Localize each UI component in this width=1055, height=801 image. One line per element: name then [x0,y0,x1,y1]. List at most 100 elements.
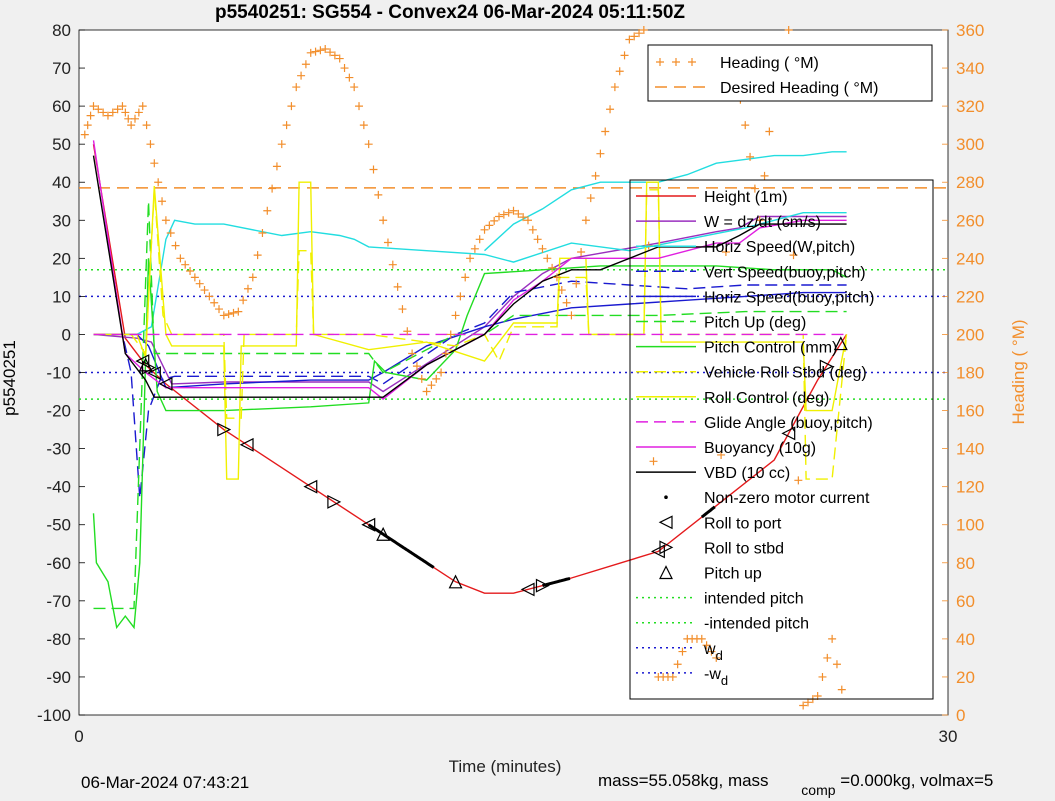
heading-point [519,213,528,222]
heading-point [746,152,755,161]
heading-point [673,660,682,669]
heading-point [403,327,412,336]
heading-point [408,349,417,358]
heading-point [398,305,407,314]
y2-tick-label: 260 [956,211,984,230]
heading-point [355,102,364,111]
heading-point [803,698,812,707]
y2-tick-label: 160 [956,402,984,421]
legend-label-subscript: d [716,648,723,663]
series-w-dz-dt-cm-s [93,215,847,393]
roll-marker [146,366,161,381]
legend-label: Pitch up [704,566,762,583]
heading-point [181,260,190,269]
pitch-up-marker [138,357,153,372]
heading-point [789,251,798,260]
heading-point [784,26,793,34]
heading-point [113,105,122,114]
heading-point [258,228,267,237]
heading-point [615,67,624,76]
heading-point [630,32,639,41]
heading-point [412,362,421,371]
heading-point [195,279,204,288]
heading-point [480,225,489,234]
y-tick-label: -30 [46,440,71,459]
heading-layer [80,26,846,710]
y2-tick-label: 240 [956,249,984,268]
heading-point [138,102,147,111]
legend-label: Horiz Speed(buoy,pitch) [704,289,874,306]
y-tick-label: -20 [46,402,71,421]
y-tick-label: 50 [52,135,71,154]
roll-marker [819,359,834,374]
heading-point [301,60,310,69]
heading-point [456,292,465,301]
heading-point [552,273,561,282]
heading-point [142,121,151,130]
heading-point [721,247,730,256]
heading-point [649,457,658,466]
heading-point [248,273,257,282]
heading-point [121,108,130,117]
legend-label: Buoyancy (10g) [704,440,816,457]
heading-point [794,476,803,485]
heading-point [103,111,112,120]
legend-label: intended pitch [704,591,804,608]
heading-point [586,194,595,203]
legend-swatch [658,515,673,530]
heading-point [823,653,832,662]
y-tick-label: -40 [46,478,71,497]
heading-point [393,282,402,291]
legend-label: VBD (10 cc) [704,465,790,482]
motor-current-trace [367,523,435,569]
heading-point [591,171,600,180]
heading-point [625,35,634,44]
heading-point [171,241,180,250]
y-tick-label: -70 [46,592,71,611]
heading-point [475,235,484,244]
legend-top-label: Heading ( °M) [720,55,819,72]
heading-point [321,45,330,54]
y2-tick-label: 40 [956,630,975,649]
legend-top-swatch [656,58,664,66]
legend-label: W = dz/dt (cm/s) [704,214,821,231]
y2-tick-label: 140 [956,440,984,459]
y2-tick-label: 0 [956,706,965,725]
legend-top-swatch [672,58,680,66]
heading-point [470,244,479,253]
pitch-up-marker [448,574,463,589]
roll-marker [327,494,342,509]
y-tick-label: 0 [62,325,71,344]
heading-point [306,48,315,57]
pitch-up-marker [833,336,848,351]
heading-point [224,310,233,319]
heading-point [166,228,175,237]
heading-point [678,647,687,656]
y2-tick-label: 60 [956,592,975,611]
heading-point [427,381,436,390]
heading-point [176,254,185,263]
y2-tick-label: 100 [956,516,984,535]
heading-point [239,296,248,305]
heading-point [557,286,566,295]
y-tick-label: -10 [46,364,71,383]
heading-point [538,244,547,253]
heading-point [345,73,354,82]
y2-tick-label: 220 [956,287,984,306]
chart-title: p5540251: SG554 - Convex24 06-Mar-2024 0… [215,2,685,23]
legend-label: Glide Angle (buoy,pitch) [704,415,873,432]
heading-point [610,83,619,92]
heading-point [461,273,470,282]
axes-layer: -100-90-80-70-60-50-40-30-20-10010203040… [37,21,984,746]
heading-point [485,221,494,230]
heading-point [504,208,513,217]
heading-point [750,184,759,193]
roll-marker [361,517,376,532]
y2-tick-label: 200 [956,325,984,344]
y-tick-label: 10 [52,287,71,306]
y-tick-label: -60 [46,554,71,573]
heading-point [581,216,590,225]
series-pitch-up-deg [93,201,847,610]
heading-point [326,48,335,57]
